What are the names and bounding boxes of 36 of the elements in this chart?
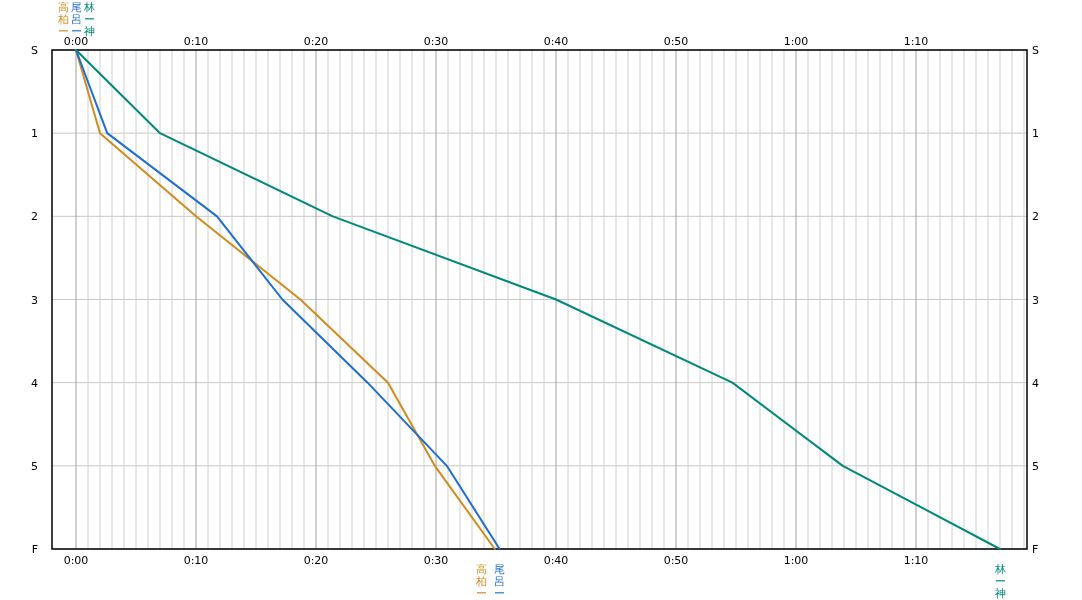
y2-tick-label: 2 xyxy=(1032,210,1039,224)
x-tick-label: 0:00 xyxy=(63,35,89,48)
y2-tick-label: F xyxy=(1032,543,1039,556)
x-tick-label: 0:50 xyxy=(663,35,689,48)
y2-tick-label: 4 xyxy=(1032,376,1039,390)
x-tick-label: 0:10 xyxy=(183,35,209,48)
series-label: 尾呂ー xyxy=(70,1,82,38)
x2-tick-label: 0:50 xyxy=(663,554,689,567)
y-tick-label: 1 xyxy=(31,127,38,141)
y2-tick-label: 3 xyxy=(1032,293,1039,307)
y2-tick-label: 1 xyxy=(1032,127,1039,141)
series-label: 高柏ー xyxy=(56,1,69,38)
x2-tick-label: 1:10 xyxy=(903,554,929,567)
text: 高柏ー xyxy=(476,563,488,600)
y-tick-label: S xyxy=(31,44,39,57)
x-tick-label: 1:00 xyxy=(783,35,809,48)
x2-tick-label: 1:00 xyxy=(783,554,809,567)
x-tick-label: 1:10 xyxy=(903,35,929,48)
y-tick-label: 4 xyxy=(31,376,38,390)
y-tick-label: F xyxy=(31,543,38,556)
text: 林ー神 xyxy=(994,563,1006,600)
y-tick-label: 2 xyxy=(31,210,38,224)
x-tick-label: 0:30 xyxy=(423,35,449,48)
series-label: 林ー神 xyxy=(82,1,95,38)
x2-tick-label: 0:30 xyxy=(423,554,449,567)
y-tick-label: 5 xyxy=(31,459,38,473)
y-tick-label: 3 xyxy=(31,293,38,307)
y2-tick-label: 5 xyxy=(1032,459,1039,473)
x2-tick-label: 0:10 xyxy=(183,554,209,567)
text: 尾呂ー xyxy=(494,563,506,600)
y2-tick-label: S xyxy=(1032,44,1039,57)
x2-tick-label: 0:20 xyxy=(303,554,329,567)
x2-tick-label: 0:00 xyxy=(63,554,89,567)
x-tick-label: 0:20 xyxy=(303,35,329,48)
x-tick-label: 0:40 xyxy=(543,35,569,48)
x2-tick-label: 0:40 xyxy=(543,554,569,567)
